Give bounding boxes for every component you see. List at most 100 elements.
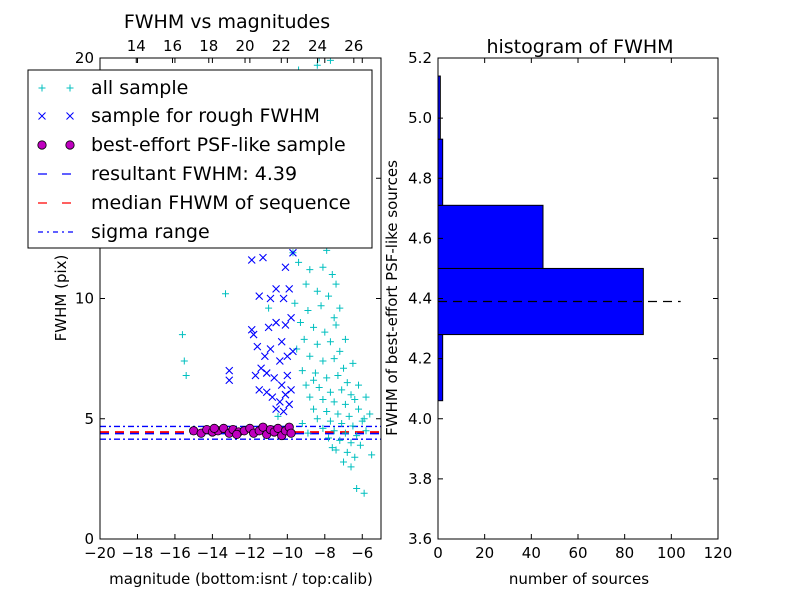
all-sample-point xyxy=(298,367,306,375)
all-sample-point xyxy=(311,369,319,377)
rough-fwhm-point xyxy=(283,352,292,361)
rough-fwhm-point xyxy=(264,323,273,332)
y-tick-label: 20 xyxy=(75,49,94,67)
fwhm-vs-magnitude-chart: −20 −18 −16 −14 −12 −10 −8 −6 14 16 18 20 22 24 26 0 5 10… xyxy=(27,11,382,588)
legend-circle-icon xyxy=(65,140,75,150)
y-tick-label: 5 xyxy=(84,410,94,428)
all-sample-point xyxy=(326,338,334,346)
y-tick-label: 0 xyxy=(84,530,94,548)
all-sample-point xyxy=(222,290,230,298)
all-sample-point xyxy=(304,429,312,437)
rough-fwhm-point xyxy=(247,325,256,334)
all-sample-point xyxy=(310,323,318,331)
rough-fwhm-point xyxy=(262,388,271,397)
all-sample-point xyxy=(328,444,336,452)
rough-fwhm-point xyxy=(272,405,280,414)
histogram-bar xyxy=(437,334,444,402)
all-sample-point xyxy=(353,484,361,492)
all-sample-point xyxy=(306,266,314,274)
fwhm-histogram-chart: 0 20 40 60 80 100 120 3.6 3.8 4.0 4.2 4.4 4.6 4.8 5.0 5… xyxy=(383,36,732,588)
all-sample-point xyxy=(338,420,346,428)
all-sample-point xyxy=(340,458,348,466)
top-x-tick-label: 22 xyxy=(272,37,291,55)
left-y-axis-label: FWHM (pix) xyxy=(52,255,70,342)
all-sample-point xyxy=(310,405,318,413)
psf-like-point xyxy=(209,423,219,433)
all-sample-point xyxy=(336,347,344,355)
rough-fwhm-point xyxy=(253,342,262,351)
hist-y-tick-label: 3.8 xyxy=(408,470,432,488)
all-sample-point xyxy=(336,304,344,312)
all-sample-point xyxy=(326,417,334,425)
all-sample-point xyxy=(178,331,186,339)
all-sample-point xyxy=(325,292,333,300)
all-sample-point xyxy=(349,359,357,367)
rough-fwhm-point xyxy=(255,386,264,394)
all-sample-point xyxy=(315,58,323,62)
all-sample-point xyxy=(302,280,310,288)
all-sample-point xyxy=(313,340,321,348)
all-sample-point xyxy=(330,314,338,322)
hist-y-tick-label: 4.8 xyxy=(408,169,432,187)
all-sample-point xyxy=(293,345,301,353)
all-sample-point xyxy=(298,420,306,428)
right-chart-title: histogram of FWHM xyxy=(486,36,673,58)
all-sample-point xyxy=(330,355,338,363)
left-x-axis-label: magnitude (bottom:isnt / top:calib) xyxy=(109,570,373,588)
rough-fwhm-point xyxy=(289,248,297,257)
all-sample-point xyxy=(341,335,349,343)
all-sample-point xyxy=(330,398,338,406)
top-x-tick-label: 26 xyxy=(344,37,363,55)
x-tick-label: −16 xyxy=(159,544,191,562)
rough-fwhm-point xyxy=(251,371,260,380)
legend-label: resultant FWHM: 4.39 xyxy=(91,163,297,185)
rough-fwhm-point xyxy=(272,318,280,327)
all-sample-point xyxy=(304,307,312,315)
all-sample-point xyxy=(353,432,361,440)
hist-y-tick-label: 5.2 xyxy=(408,49,432,67)
all-sample-point xyxy=(341,429,349,437)
all-sample-point xyxy=(343,448,351,456)
rough-fwhm-point xyxy=(259,253,267,262)
top-x-tick-label: 20 xyxy=(235,37,254,55)
all-sample-point xyxy=(351,396,359,404)
hist-y-tick-label: 4.4 xyxy=(408,290,432,308)
x-tick-label: −18 xyxy=(122,544,154,562)
rough-fwhm-point xyxy=(289,347,297,356)
rough-fwhm-point xyxy=(281,321,290,329)
all-sample-point xyxy=(366,410,374,418)
legend-plus-icon xyxy=(38,84,46,92)
legend-entry: sample for rough FWHM xyxy=(38,105,320,127)
rough-fwhm-point xyxy=(285,400,294,409)
rough-fwhm-point xyxy=(287,313,295,322)
top-x-tick-label: 24 xyxy=(308,37,327,55)
legend: all sample sample for rough FWHM best-effo… xyxy=(27,69,373,249)
right-y-axis-label: FWHM of best-effort PSF-like sources xyxy=(383,160,401,436)
psf-like-point xyxy=(286,428,296,438)
all-sample-point xyxy=(323,374,331,382)
all-sample-point xyxy=(315,383,323,391)
series-circle xyxy=(189,422,296,441)
right-x-axis-label: number of sources xyxy=(509,570,649,588)
legend-x-icon xyxy=(66,112,74,120)
legend-x-icon xyxy=(38,112,46,120)
rough-fwhm-point xyxy=(281,263,290,272)
legend-plus-icon xyxy=(66,84,74,92)
rough-fwhm-point xyxy=(266,345,275,353)
left-plot-content xyxy=(100,58,381,497)
x-tick-label: −10 xyxy=(272,544,304,562)
rough-fwhm-point xyxy=(275,357,284,365)
all-sample-point xyxy=(356,441,364,449)
hist-y-tick-label: 4.2 xyxy=(408,350,432,368)
rough-fwhm-point xyxy=(277,381,286,389)
left-chart-title: FWHM vs magnitudes xyxy=(124,11,330,33)
hist-x-tick-label: 100 xyxy=(657,544,686,562)
all-sample-point xyxy=(180,357,188,365)
all-sample-point xyxy=(336,436,344,444)
rough-fwhm-point xyxy=(260,352,269,361)
all-sample-point xyxy=(334,410,342,418)
all-sample-point xyxy=(332,446,340,454)
legend-entry: all sample xyxy=(38,77,188,99)
legend-label: best-effort PSF-like sample xyxy=(91,134,346,156)
